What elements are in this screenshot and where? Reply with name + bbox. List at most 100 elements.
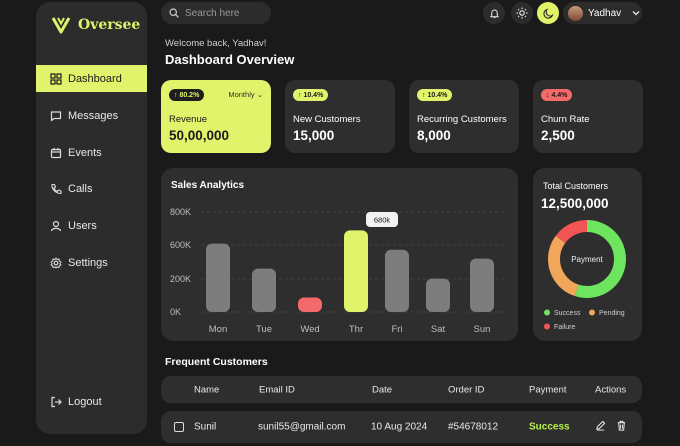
light-mode-button[interactable] [511,2,533,24]
slice-pending [548,220,626,298]
legend-label: Pending [599,310,625,317]
card-value: 50,00,000 [169,128,230,143]
search-bar[interactable] [161,2,271,24]
moon-icon [542,8,554,19]
sidebar-item-users[interactable]: Users [36,212,147,239]
x-tick-label: Fri [391,324,402,335]
table-row[interactable]: Sunil sunil55@gmail.com 10 Aug 2024 #546… [161,411,642,443]
card-label: Churn Rate [541,114,590,125]
sidebar-item-settings[interactable]: Settings [36,249,147,276]
edit-icon[interactable] [595,420,606,434]
churn-rate-card[interactable]: ↓ 4.4% Churn Rate 2,500 [533,80,643,153]
payment-donut-chart: Payment Success Pending Failure [544,220,626,331]
tooltip [366,212,398,227]
x-tick-label: Sun [474,324,491,335]
card-label: Recurring Customers [417,114,507,125]
trend-badge: ↑ 10.4% [293,89,329,101]
logout-button[interactable]: Logout [36,388,147,415]
x-tick-label: Tue [256,324,272,335]
sidebar-item-label: Settings [68,256,108,269]
section-title: Frequent Customers [165,356,268,368]
column-header: Order ID [448,384,485,395]
order-date: 10 Aug 2024 [371,421,428,433]
sidebar-item-events[interactable]: Events [36,139,147,166]
sidebar-item-label: Calls [68,182,93,195]
column-header: Name [194,384,220,395]
sales-analytics-panel: Sales Analytics 0K 200K 600K 800K Mon Tue Wed T… [161,168,518,341]
x-tick-label: Sat [431,324,446,335]
bar-thr [344,230,368,312]
slice-failure [548,220,626,298]
chart-title: Sales Analytics [171,180,245,191]
trend-badge: ↑ 80.2% [169,89,205,101]
period-select[interactable]: Monthly ⌄ [228,90,263,99]
card-value: 15,000 [293,128,335,143]
y-tick-label: 0K [170,307,181,317]
payment-status: Success [529,421,570,433]
total-value: 12,500,000 [541,196,609,211]
search-icon [169,8,179,18]
x-tick-label: Thr [349,324,363,335]
avatar [568,5,583,21]
notification-button[interactable] [483,2,505,24]
y-tick-label: 200K [170,274,191,284]
delete-icon[interactable] [616,420,627,434]
revenue-card[interactable]: ↑ 80.2% Monthly ⌄ Revenue 50,00,000 [161,80,271,153]
user-icon [50,220,62,231]
chevron-down-icon: ⌄ [256,90,263,99]
chart-title: Total Customers [543,181,609,191]
card-label: Revenue [169,114,208,125]
sidebar-item-label: Messages [68,109,119,122]
sidebar-item-messages[interactable]: Messages [36,102,147,129]
phone-icon [51,183,62,194]
recurring-customers-card[interactable]: ↑ 10.4% Recurring Customers 8,000 [409,80,519,153]
calendar-icon [50,147,62,158]
logo[interactable]: Oversee [50,14,140,36]
tooltip-label: 680k [374,216,391,225]
gear-icon [50,257,62,268]
total-customers-panel: Total Customers 12,500,000 Payment Succes… [533,168,642,341]
page-title: Dashboard Overview [165,52,295,67]
grid-icon [50,72,62,85]
y-tick-label: 600K [170,240,191,250]
y-tick-label: 800K [170,207,191,217]
bar-wed [298,297,322,312]
bar-sat [426,278,450,312]
sidebar-item-label: Events [68,146,102,159]
table-header: Name Email ID Date Order ID Payment Acti… [161,376,642,403]
sidebar-item-dashboard[interactable]: Dashboard [36,65,147,92]
legend-dot [589,309,595,316]
bar-sun [470,258,494,312]
card-value: 2,500 [541,128,575,143]
sales-bar-chart: 0K 200K 600K 800K Mon Tue Wed Thr 680k Fri Sat Sun [170,207,506,335]
bar-tue [252,268,276,312]
trend-badge: ↓ 4.4% [541,89,573,101]
logout-label: Logout [68,395,102,408]
customer-name: Sunil [194,421,217,433]
app-name: Oversee [78,17,141,33]
x-tick-label: Mon [209,324,227,335]
bar-fri [385,249,409,312]
column-header: Actions [595,384,627,395]
customer-email: sunil55@gmail.com [258,421,346,433]
x-tick-label: Wed [300,324,319,335]
new-customers-card[interactable]: ↑ 10.4% New Customers 15,000 [285,80,395,153]
chevron-down-icon [632,11,640,16]
message-icon [50,110,62,121]
donut-center-label: Payment [571,255,603,264]
row-checkbox[interactable] [174,422,184,432]
dark-mode-button[interactable] [537,2,559,24]
legend-dot [544,309,550,316]
card-value: 8,000 [417,128,451,143]
welcome-text: Welcome back, Yadhav! [165,38,267,49]
column-header: Date [372,384,393,395]
user-menu[interactable]: Yadhav [563,2,642,24]
legend-dot [544,323,550,330]
sidebar-item-calls[interactable]: Calls [36,175,147,202]
search-input[interactable] [185,7,265,19]
sidebar: Oversee Dashboard Messages Events Calls … [36,2,147,434]
column-header: Payment [529,384,567,395]
bell-icon [489,9,499,18]
order-id: #54678012 [448,421,499,433]
bar-mon [206,243,230,312]
